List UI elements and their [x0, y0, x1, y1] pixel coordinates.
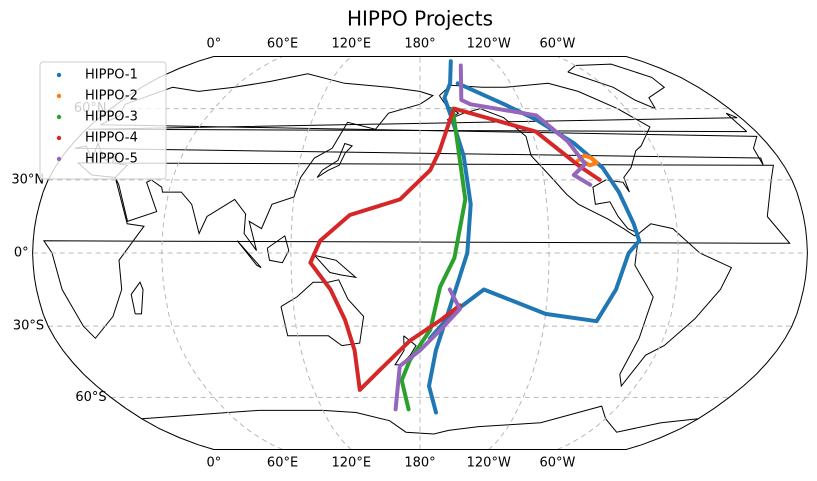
- x-tick-label: 60°W: [539, 456, 575, 471]
- legend-label: HIPPO-1: [85, 68, 138, 83]
- x-tick-label: 120°W: [467, 456, 511, 471]
- flight-track: [308, 106, 602, 392]
- legend-marker: [56, 93, 62, 99]
- legend-label: HIPPO-5: [85, 152, 138, 167]
- coastline: [88, 112, 748, 133]
- x-tick-label: 60°W: [539, 37, 575, 52]
- x-tick-label: 180°: [404, 37, 435, 52]
- y-tick-label: 60°S: [75, 390, 106, 405]
- coastline: [266, 235, 290, 264]
- legend-label: HIPPO-3: [85, 110, 138, 125]
- x-tick-label: 0°: [206, 456, 221, 471]
- legend-marker: [56, 135, 62, 141]
- coastline: [74, 73, 764, 251]
- coastline: [141, 405, 699, 435]
- y-tick-label: 30°S: [13, 319, 44, 334]
- grid-line: [290, 56, 352, 450]
- flight-track: [399, 106, 468, 412]
- map-boundary: [32, 56, 808, 450]
- legend-label: HIPPO-2: [85, 89, 138, 104]
- x-tick-label: 120°E: [332, 37, 372, 52]
- coastline: [619, 223, 733, 388]
- x-tick-label: 120°W: [467, 37, 511, 52]
- coastline: [316, 142, 354, 178]
- grid-line: [557, 56, 679, 450]
- coastline: [130, 281, 144, 315]
- coastlines: [42, 63, 791, 435]
- y-tick-label: 30°N: [11, 172, 44, 187]
- legend-marker: [56, 156, 62, 162]
- coastline: [314, 254, 358, 279]
- coastline: [438, 82, 651, 237]
- y-tick-label: 0°: [14, 246, 29, 261]
- x-tick-label: 180°: [404, 456, 435, 471]
- coastline: [280, 279, 365, 347]
- chart-title: HIPPO Projects: [347, 7, 493, 31]
- legend-box: [39, 61, 167, 180]
- legend-marker: [56, 114, 62, 120]
- legend-marker: [56, 72, 62, 78]
- x-tick-label: 0°: [206, 37, 221, 52]
- flight-track: [393, 63, 593, 412]
- coastline: [567, 63, 666, 110]
- legend-label: HIPPO-4: [85, 131, 138, 146]
- x-tick-label: 60°E: [267, 456, 298, 471]
- coastline: [42, 162, 791, 340]
- flight-track: [576, 153, 599, 168]
- coastline: [236, 240, 262, 269]
- x-tick-label: 120°E: [332, 456, 372, 471]
- x-tick-label: 60°E: [267, 37, 298, 52]
